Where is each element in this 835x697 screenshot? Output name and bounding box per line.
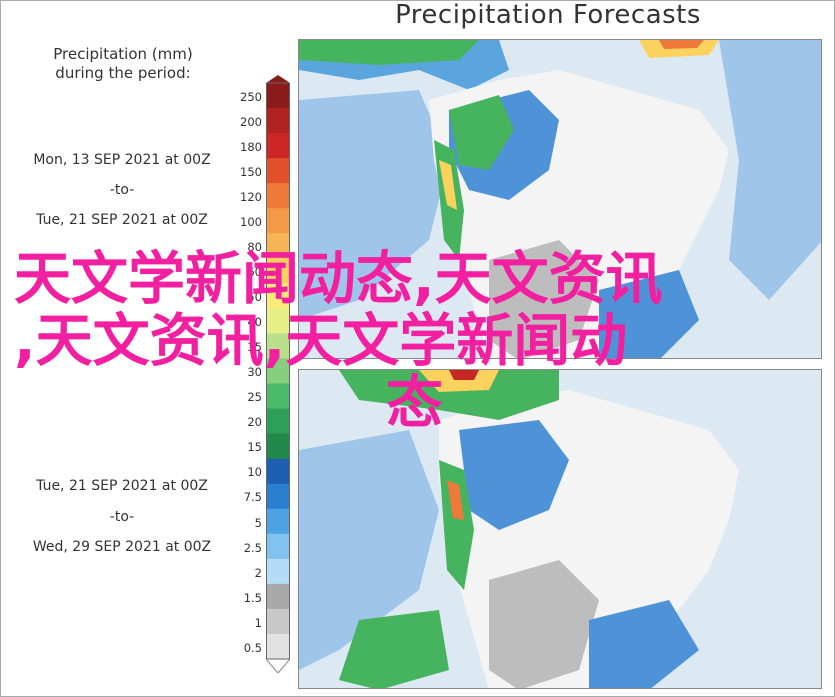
- pacific-wet-zone: [299, 90, 449, 320]
- map-top-svg: [299, 40, 821, 358]
- watermark-line1: 天文学新闻动态,天文资讯: [14, 246, 663, 312]
- eastern-wet-area-2: [589, 600, 699, 688]
- colorbar-segment: [266, 483, 290, 510]
- watermark-line3: 态: [386, 370, 443, 436]
- colorbar-segment: [266, 133, 290, 159]
- colorbar-tick-label: 25: [247, 390, 262, 405]
- colorbar-tick-label: 2: [254, 565, 262, 580]
- colorbar-segment: [266, 83, 290, 109]
- colorbar-segment: [266, 208, 290, 234]
- eastern-wet-area: [599, 270, 699, 358]
- period1-sep: -to-: [109, 182, 135, 198]
- legend-heading: Precipitation (mm) during the period:: [14, 45, 232, 83]
- andes-orange-2: [447, 480, 464, 520]
- pacific-wet-zone-2: [299, 430, 439, 670]
- colorbar-segment: [266, 283, 290, 309]
- map-panel-bottom: [298, 369, 822, 689]
- colorbar-segment: [266, 558, 290, 585]
- chart-title: Precipitation Forecasts: [395, 0, 701, 30]
- colorbar-tick-label: 15: [247, 440, 262, 455]
- period2-sep: -to-: [109, 509, 135, 525]
- colorbar-tick-label: 250: [240, 89, 262, 104]
- colorbar-outline: [266, 82, 290, 660]
- colorbar-tick-label: 35: [247, 340, 262, 355]
- southern-dry-land: [489, 240, 599, 358]
- colorbar-tick-label: 150: [240, 164, 262, 179]
- colorbar-segment: [266, 258, 290, 284]
- andes-heavy-rainfall: [439, 160, 457, 210]
- colorbar-bottom-arrow: [266, 658, 290, 673]
- colorbar-tick-label: 120: [240, 189, 262, 204]
- colorbar-tick-label: 20: [247, 415, 262, 430]
- colorbar-segment: [266, 358, 290, 385]
- north-rainfall-band: [299, 40, 479, 65]
- colorbar-tick-label: 2.5: [243, 540, 262, 555]
- colorbar-segment: [266, 183, 290, 209]
- map-panel-top: [298, 39, 822, 359]
- colorbar-tick-label: 5: [254, 515, 262, 530]
- period1-start: Mon, 13 SEP 2021 at 00Z: [33, 152, 211, 168]
- colorbar-segment: [266, 583, 290, 610]
- north-red-band-2: [449, 370, 479, 380]
- colorbar-segment: [266, 308, 290, 334]
- andes-green-2: [439, 460, 474, 590]
- colorbar-tick-label: 30: [247, 365, 262, 380]
- colorbar-segment: [266, 633, 290, 660]
- colorbar-tick-label: 40: [247, 315, 262, 330]
- colorbar-tick-label: 60: [247, 265, 262, 280]
- watermark-overlay: 天文学新闻动态,天文资讯 ,天文资讯,天文学新闻动 态: [14, 248, 814, 434]
- southern-gray-land-2: [489, 560, 599, 688]
- amazon-wet-area-2: [459, 420, 569, 530]
- legend-heading-line2: during the period:: [55, 64, 191, 82]
- colorbar-tick-label: 1.5: [243, 590, 262, 605]
- colorbar-tick-label: 50: [247, 290, 262, 305]
- colorbar-segment: [266, 233, 290, 259]
- colorbar-segment: [266, 458, 290, 485]
- colorbar-segment: [266, 108, 290, 134]
- colorbar-tick-label: 200: [240, 114, 262, 129]
- colorbar-segment: [266, 433, 290, 460]
- colorbar-tick-label: 0.5: [243, 640, 262, 655]
- amazon-green-area: [449, 95, 514, 170]
- colorbar-segment: [266, 333, 290, 359]
- colorbar: [266, 75, 290, 673]
- colorbar-segment: [266, 508, 290, 535]
- colorbar-top-arrow: [266, 75, 290, 83]
- colorbar-segment: [266, 408, 290, 435]
- colorbar-segment: [266, 158, 290, 184]
- colorbar-tick-label: 180: [240, 139, 262, 154]
- period2-start: Tue, 21 SEP 2021 at 00Z: [36, 478, 208, 494]
- colorbar-segment: [266, 383, 290, 410]
- caribbean-heavy-rainfall: [659, 40, 704, 49]
- colorbar-tick-label: 7.5: [243, 490, 262, 505]
- legend-heading-line1: Precipitation (mm): [53, 45, 193, 63]
- colorbar-segment: [266, 608, 290, 635]
- colorbar-segment: [266, 533, 290, 560]
- colorbar-tick-label: 10: [247, 465, 262, 480]
- watermark-line2: ,天文资讯,天文学新闻动: [14, 308, 628, 374]
- period2-end: Wed, 29 SEP 2021 at 00Z: [32, 539, 212, 555]
- north-yellow-band-2: [419, 370, 499, 392]
- atlantic-wet-zone: [719, 40, 821, 300]
- far-south-green-2: [339, 610, 449, 688]
- colorbar-tick-label: 1: [254, 615, 262, 630]
- colorbar-tick-label: 80: [247, 240, 262, 255]
- period1-end: Tue, 21 SEP 2021 at 00Z: [36, 212, 208, 228]
- colorbar-tick-label: 100: [240, 214, 262, 229]
- north-green-band-2: [339, 370, 559, 420]
- map-bottom-svg: [299, 370, 821, 688]
